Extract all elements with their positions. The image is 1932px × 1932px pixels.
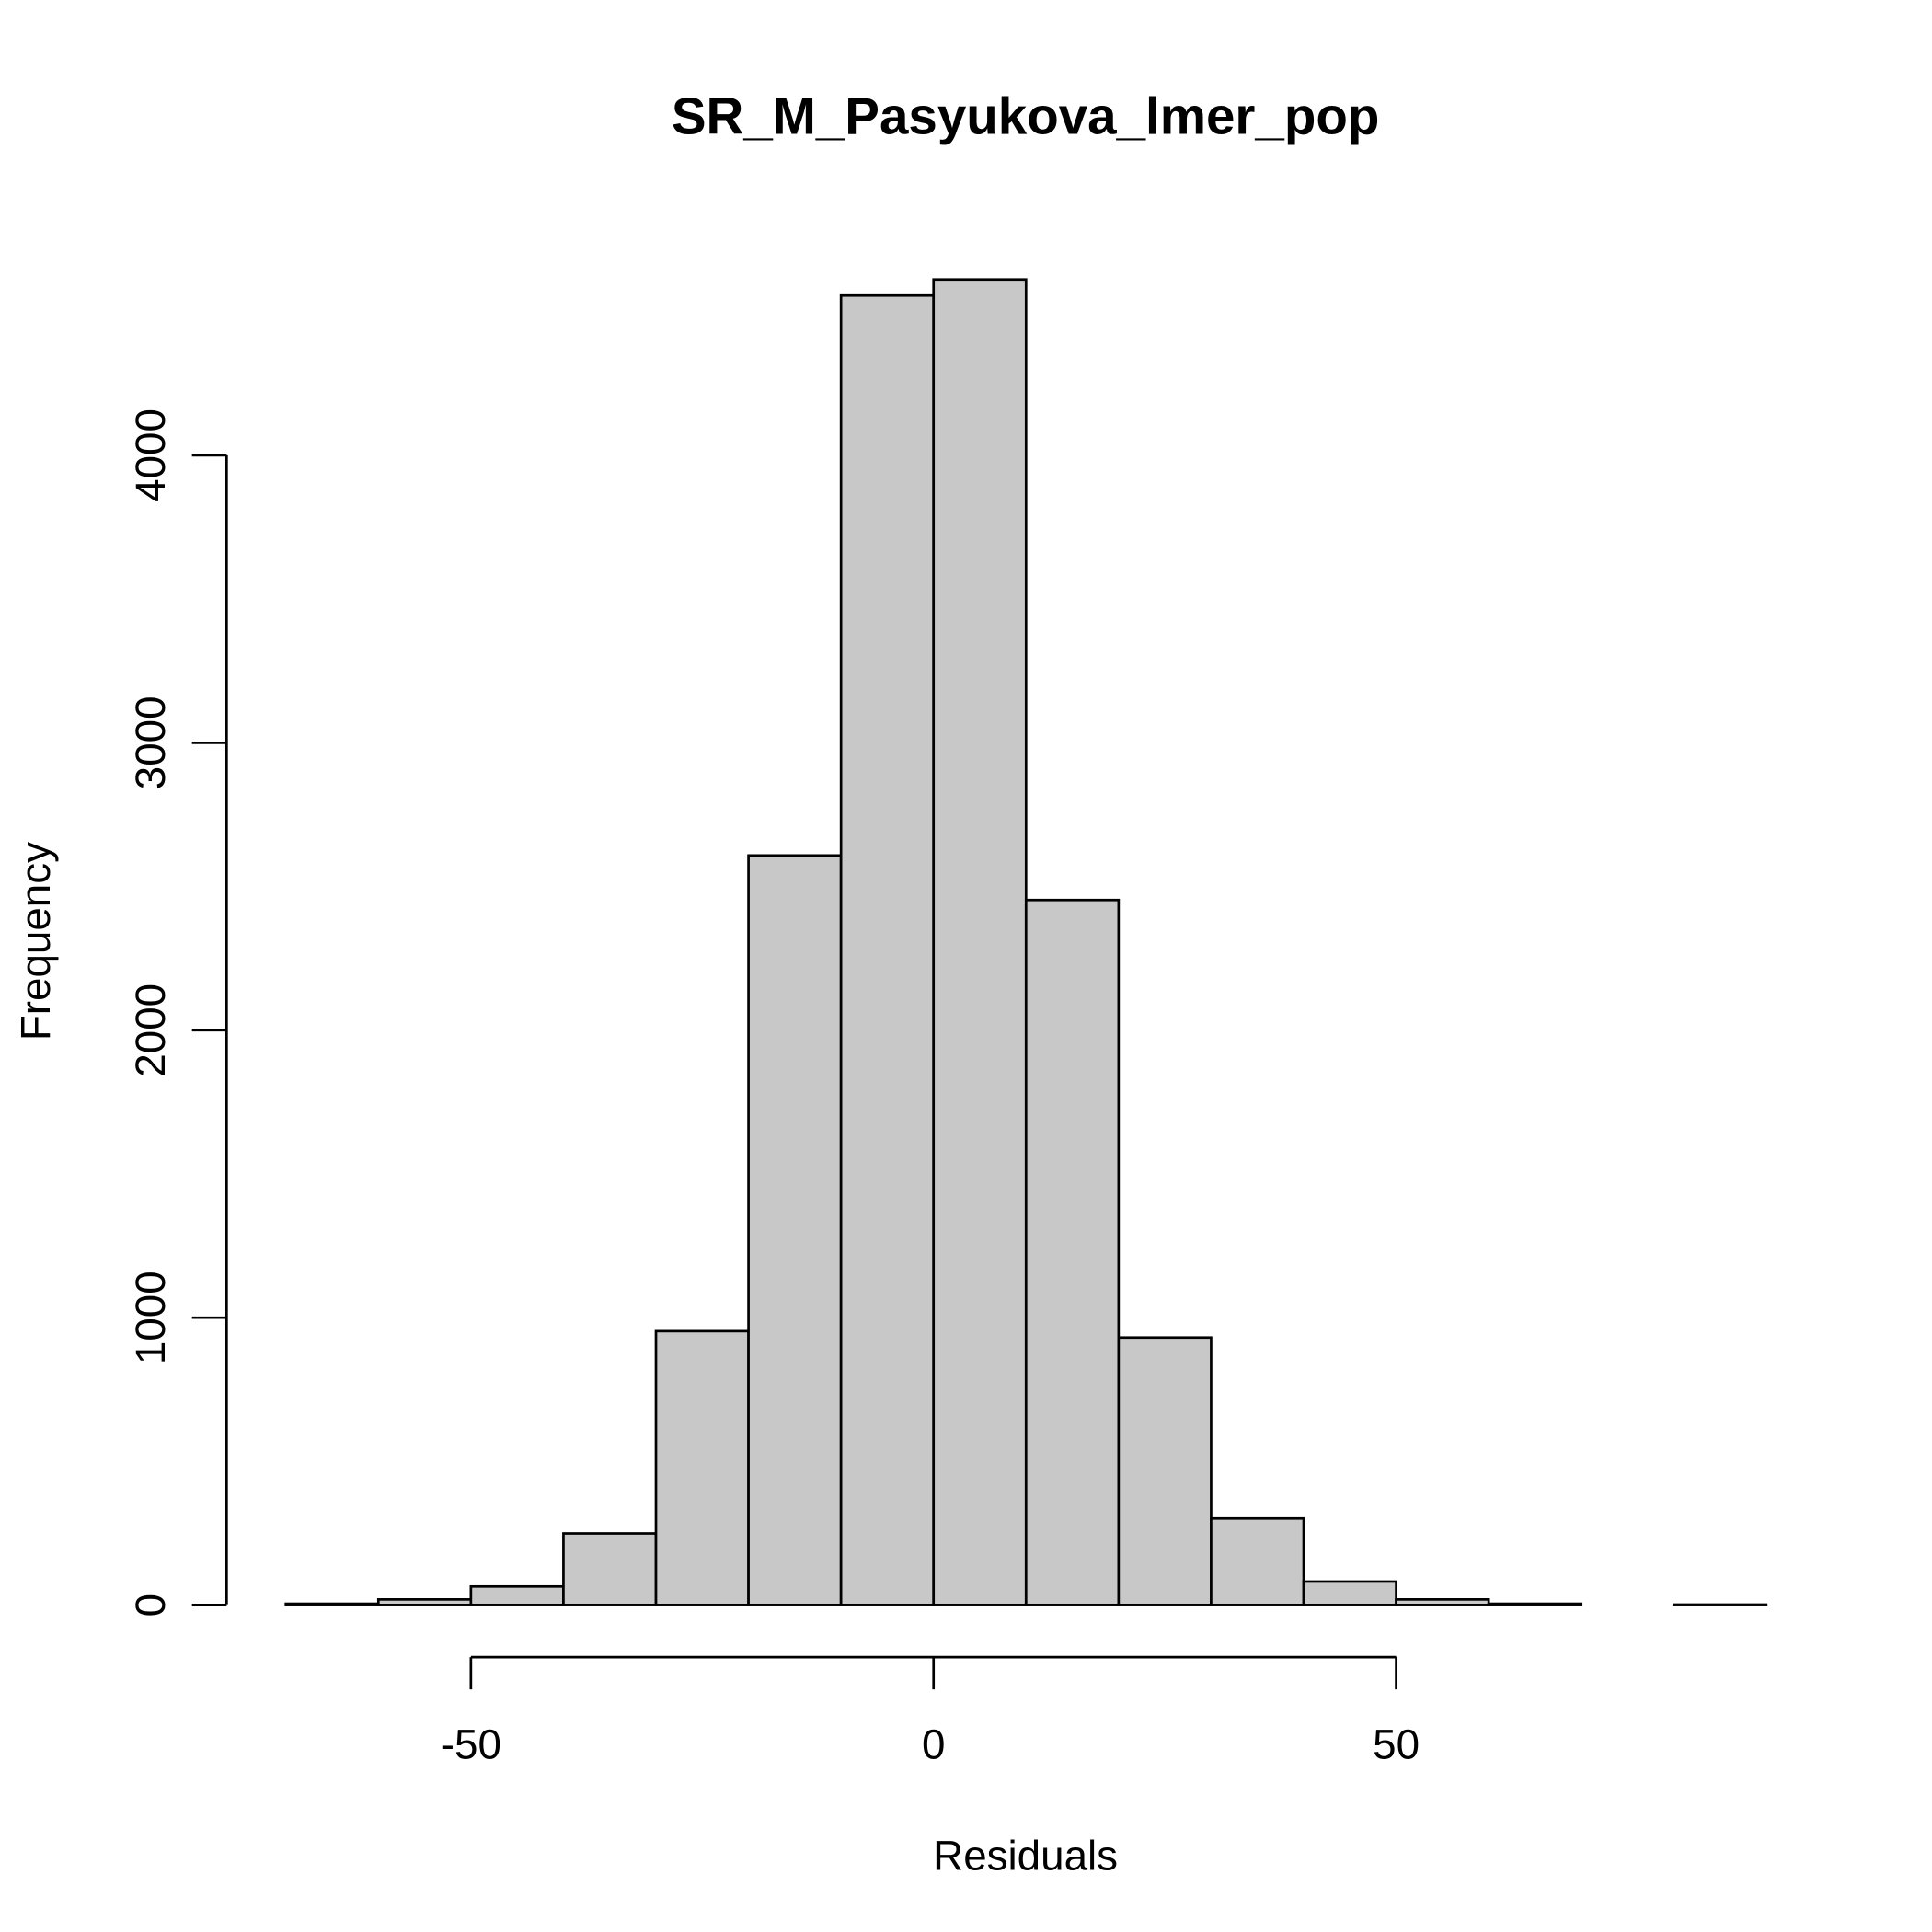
- y-tick-label: 2000: [127, 983, 174, 1077]
- bar: [932, 278, 1028, 1606]
- bar: [562, 1532, 658, 1606]
- bar: [747, 854, 843, 1606]
- y-tick-label: 3000: [127, 696, 174, 789]
- x-axis-label: Residuals: [933, 1833, 1118, 1880]
- x-tick-label: 50: [1373, 1721, 1420, 1768]
- bar: [1210, 1516, 1305, 1606]
- bar: [839, 293, 936, 1606]
- bar: [1672, 1603, 1768, 1606]
- x-tick-label: -50: [441, 1721, 501, 1768]
- y-tick-label: 0: [127, 1593, 174, 1616]
- bar: [1024, 898, 1121, 1606]
- bar: [376, 1598, 473, 1606]
- bar: [1302, 1580, 1397, 1606]
- y-tick-label: 4000: [127, 408, 174, 502]
- chart-title: SR_M_Pasyukova_lmer_pop: [672, 86, 1380, 144]
- bar: [1487, 1602, 1583, 1606]
- bar: [1395, 1598, 1490, 1606]
- bar: [284, 1602, 380, 1606]
- y-axis-label: Frequency: [12, 842, 59, 1041]
- bar: [469, 1584, 565, 1606]
- y-tick-label: 1000: [127, 1271, 174, 1364]
- bar: [1117, 1336, 1213, 1606]
- bar: [654, 1329, 750, 1606]
- x-tick-label: 0: [922, 1721, 945, 1768]
